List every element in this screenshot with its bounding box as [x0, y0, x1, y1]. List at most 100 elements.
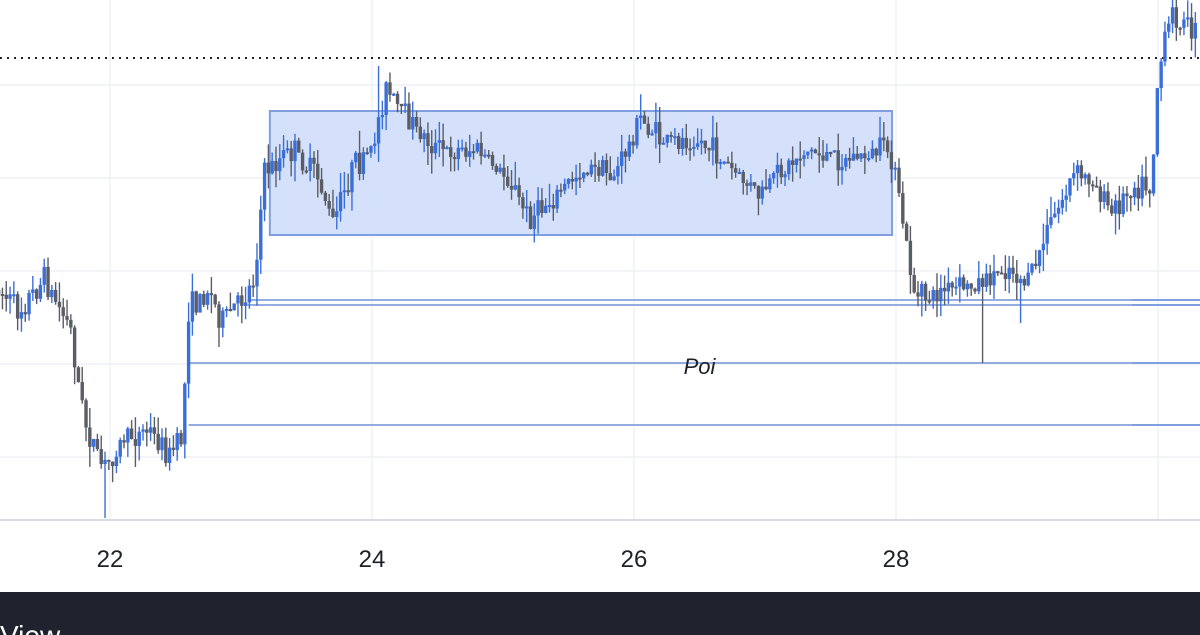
candle-body — [768, 178, 772, 190]
candle-body — [498, 167, 502, 172]
candle-body — [817, 153, 821, 156]
candle-body — [202, 293, 206, 305]
candle-body — [619, 151, 624, 167]
candle-body — [912, 274, 916, 293]
candle-body — [703, 140, 707, 149]
candle-body — [927, 300, 932, 303]
candle-body — [809, 149, 814, 152]
candle-body — [84, 400, 88, 428]
candle-body — [114, 456, 119, 467]
candle-body — [308, 157, 312, 172]
candle-body — [950, 282, 954, 288]
candle-body — [794, 158, 799, 166]
candle-body — [118, 440, 122, 457]
x-tick-label: 26 — [621, 546, 648, 573]
candle-body — [1174, 7, 1179, 28]
candle-body — [319, 179, 324, 193]
candle-body — [399, 103, 404, 107]
candle-body — [1170, 7, 1175, 24]
candle-body — [589, 164, 593, 175]
candle-body — [802, 155, 806, 160]
candle-body — [1151, 154, 1156, 194]
candle-body — [749, 182, 753, 186]
candle-body — [12, 294, 16, 297]
candle-body — [1117, 200, 1122, 215]
candle-body — [126, 428, 130, 443]
candle-body — [745, 183, 749, 186]
candle-body — [411, 116, 415, 130]
candle-body — [285, 148, 290, 151]
candle-body — [350, 162, 354, 193]
candle-body — [954, 286, 958, 289]
candle-body — [798, 158, 802, 161]
candle-body — [122, 440, 126, 443]
candle-body — [69, 319, 73, 328]
candle-body — [171, 447, 176, 451]
candle-body — [91, 439, 96, 447]
candle-body — [380, 115, 385, 118]
candle-body — [1189, 17, 1194, 39]
candle-body — [870, 148, 875, 159]
candle-body — [186, 321, 191, 384]
candle-body — [1087, 174, 1091, 185]
candle-body — [34, 289, 39, 299]
candle-body — [574, 177, 578, 182]
candle-body — [999, 272, 1004, 275]
candle-body — [825, 151, 829, 161]
candle-body — [901, 192, 905, 224]
candle-body — [977, 278, 981, 292]
candle-body — [99, 449, 103, 465]
candle-body — [593, 164, 597, 167]
candle-body — [904, 223, 909, 241]
chart-svg[interactable]: 22 24 26 28 Poi — [0, 0, 1200, 590]
candle-body — [430, 146, 434, 154]
candle-body — [1178, 27, 1182, 30]
candle-body — [1015, 273, 1019, 283]
candle-body — [456, 147, 461, 160]
candle-body — [570, 178, 574, 182]
candle-body — [1083, 174, 1087, 179]
candle-body — [661, 142, 666, 145]
price-chart[interactable]: 22 24 26 28 Poi — [0, 0, 1200, 590]
candle-body — [665, 134, 669, 143]
candle-body — [289, 148, 293, 162]
candle-body — [361, 152, 366, 175]
candle-body — [722, 161, 726, 164]
candle-body — [31, 289, 35, 293]
candle-body — [642, 115, 647, 124]
candle-body — [407, 103, 411, 130]
candle-body — [1125, 193, 1129, 197]
candle-body — [160, 437, 164, 451]
candle-body — [312, 157, 316, 164]
candle-body — [1163, 31, 1167, 62]
candle-body — [354, 152, 358, 163]
candle-body — [1140, 176, 1144, 199]
candle-body — [293, 140, 297, 162]
candle-body — [908, 240, 913, 275]
candle-body — [1113, 200, 1118, 214]
candle-body — [631, 141, 635, 146]
candle-body — [502, 167, 506, 177]
candle-body — [1037, 250, 1042, 266]
candle-body — [1167, 23, 1171, 32]
candle-body — [874, 148, 878, 156]
candle-body — [992, 271, 996, 286]
candle-body — [733, 168, 738, 173]
candle-body — [958, 277, 962, 287]
candle-body — [1072, 173, 1076, 179]
candle-body — [540, 200, 544, 214]
candle-body — [638, 115, 643, 118]
candle-body — [156, 433, 160, 451]
candle-body — [327, 201, 331, 209]
candle-body — [771, 172, 776, 179]
view-label[interactable]: View — [0, 622, 60, 635]
candle-body — [1034, 263, 1038, 266]
candle-body — [316, 163, 320, 180]
candle-body — [190, 291, 195, 322]
candle-body — [384, 82, 388, 116]
candle-body — [840, 166, 844, 171]
candle-body — [395, 93, 400, 104]
candle-body — [1056, 207, 1061, 214]
candle-body — [65, 316, 69, 320]
candle-body — [855, 153, 859, 159]
